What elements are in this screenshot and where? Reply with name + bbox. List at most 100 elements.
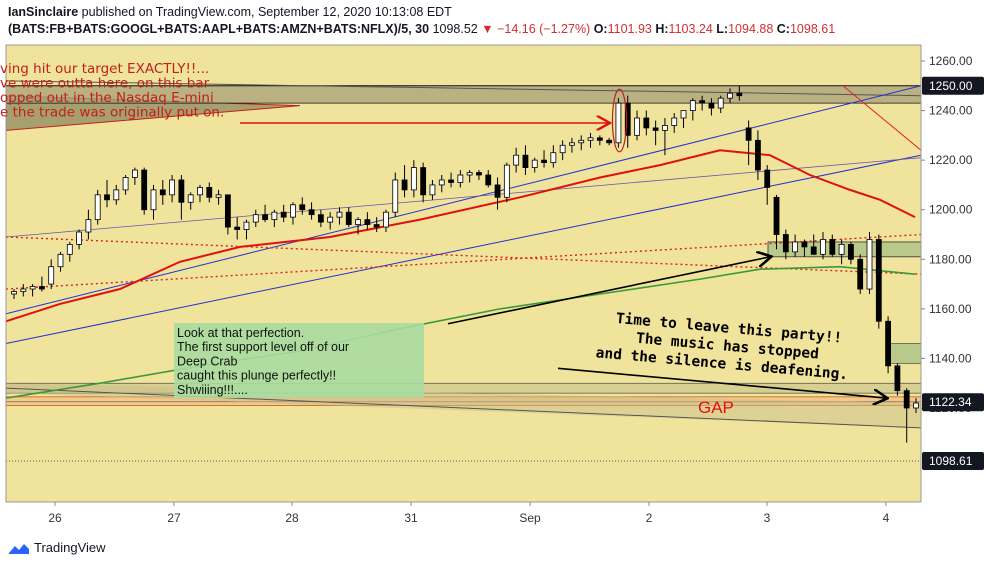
- candle: [141, 167, 148, 215]
- symbol-line: (BATS:FB+BATS:GOOGL+BATS:AAPL+BATS:AMZN+…: [8, 22, 835, 36]
- candle: [652, 120, 659, 146]
- candle-body: [122, 177, 129, 191]
- candle-body: [215, 194, 222, 198]
- candle: [104, 179, 110, 208]
- candle-body: [708, 102, 715, 109]
- x-axis-area: [6, 503, 921, 531]
- candle: [94, 189, 101, 225]
- candle-body: [457, 174, 464, 183]
- x-tick-label: 26: [48, 511, 62, 525]
- candle: [755, 130, 761, 180]
- candle: [401, 165, 408, 198]
- published-text: published on TradingView.com, September …: [81, 5, 452, 19]
- candle-body: [606, 139, 613, 144]
- candle: [894, 363, 901, 396]
- candle: [634, 110, 640, 141]
- candle-body: [420, 167, 427, 196]
- candle: [727, 88, 733, 104]
- candle: [503, 162, 510, 203]
- candle-body: [680, 110, 687, 119]
- candle-body: [178, 179, 185, 203]
- support-zone-lower: [889, 343, 921, 364]
- candle-body: [364, 219, 371, 225]
- candle-body: [317, 214, 324, 223]
- plot-frame: [5, 44, 922, 503]
- candle: [159, 179, 166, 205]
- candle-body: [792, 241, 799, 253]
- candle: [559, 140, 566, 161]
- candle-body: [820, 239, 826, 255]
- candle-body: [476, 172, 482, 176]
- candle-body: [48, 266, 55, 285]
- candle: [20, 284, 27, 297]
- note-box-line: Look at that perfection.: [177, 326, 304, 340]
- candle: [913, 398, 919, 413]
- symbol-name: (BATS:FB+BATS:GOOGL+BATS:AAPL+BATS:AMZN+…: [8, 22, 430, 36]
- candle: [150, 184, 157, 220]
- footer-brand[interactable]: TradingView: [8, 540, 106, 555]
- candle-body: [903, 390, 910, 409]
- candle: [671, 113, 678, 133]
- candle-body: [559, 144, 566, 154]
- candle-body: [345, 211, 352, 225]
- candle: [531, 157, 538, 173]
- candle: [903, 388, 910, 443]
- y-axis-area: [922, 45, 987, 502]
- candle: [299, 197, 306, 215]
- candle: [234, 217, 241, 240]
- candle: [782, 229, 789, 260]
- candle-body: [234, 226, 241, 230]
- candle: [336, 207, 343, 225]
- price-badge-label: 1250.00: [929, 79, 973, 93]
- candle: [448, 172, 454, 188]
- candle: [122, 175, 129, 195]
- candle: [224, 194, 231, 235]
- candle-body: [848, 244, 854, 260]
- candle: [355, 217, 361, 235]
- candle: [476, 170, 482, 180]
- candle: [327, 212, 334, 230]
- high-label: H:: [655, 22, 669, 36]
- author-name[interactable]: IanSinclaire: [8, 5, 79, 19]
- candle-body: [11, 291, 17, 295]
- candle-body: [634, 117, 640, 136]
- candle-body: [299, 204, 306, 211]
- candle-body: [522, 154, 529, 168]
- candle: [38, 276, 45, 292]
- candle-body: [652, 127, 659, 131]
- x-tick-label: 3: [764, 511, 771, 525]
- candle-body: [206, 187, 213, 198]
- candle-body: [280, 211, 287, 218]
- candle-body: [755, 139, 761, 171]
- candle: [383, 209, 389, 233]
- candle-body: [224, 194, 231, 228]
- candle-body: [764, 169, 771, 188]
- close-value: 1098.61: [789, 22, 836, 36]
- y-tick-label: 1140.00: [929, 351, 972, 365]
- candle: [596, 135, 603, 146]
- candle: [689, 98, 696, 121]
- low-value: 1094.88: [728, 22, 774, 36]
- x-tick-label: 27: [167, 511, 181, 525]
- candle: [792, 234, 799, 257]
- candle-body: [243, 221, 250, 230]
- annotation-top-left-line: ving hit our target EXACTLY!!...: [0, 61, 209, 77]
- candle-body: [57, 253, 64, 268]
- candle-body: [29, 286, 36, 290]
- candle: [317, 209, 324, 228]
- candle: [745, 120, 752, 166]
- candle: [541, 150, 547, 168]
- x-tick-label: 28: [285, 511, 299, 525]
- candle: [624, 95, 631, 148]
- candle: [587, 132, 594, 148]
- candle-body: [355, 219, 361, 225]
- candle-body: [141, 169, 148, 211]
- candle-body: [829, 239, 836, 255]
- candle-body: [252, 214, 259, 223]
- candle-body: [383, 211, 389, 228]
- candle: [420, 162, 427, 203]
- candle: [290, 202, 296, 225]
- candle: [29, 284, 36, 297]
- resistance-zone: [6, 85, 921, 104]
